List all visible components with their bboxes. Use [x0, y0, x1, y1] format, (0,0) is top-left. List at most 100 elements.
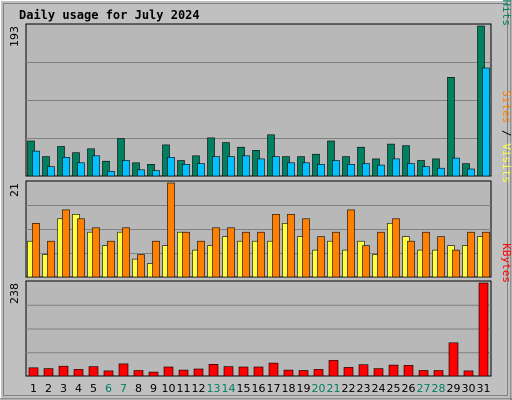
bar-sites-day-15: [242, 231, 250, 278]
bar-kbytes-day-1: [28, 367, 39, 377]
x-tick-label: 27: [417, 382, 431, 395]
bar-sites-day-1: [32, 223, 40, 278]
y-axis-max-label: 238: [8, 283, 21, 304]
bar-kbytes-day-25: [388, 364, 399, 377]
bar-sites-day-26: [407, 240, 415, 278]
bar-kbytes-day-5: [88, 366, 99, 377]
bar-files-day-26: [407, 163, 415, 177]
bar-kbytes-day-11: [178, 369, 189, 377]
bar-files-day-20: [317, 164, 325, 177]
chart-title: Daily usage for July 2024: [19, 8, 200, 22]
bar-kbytes-day-6: [103, 370, 114, 377]
bar-kbytes-day-4: [73, 369, 84, 377]
bar-hits-day-28: [432, 158, 440, 177]
x-tick-label: 26: [402, 382, 416, 395]
bar-sites-day-30: [467, 231, 475, 278]
x-tick-label: 23: [357, 382, 371, 395]
y-axis-max-label: 193: [8, 26, 21, 47]
bar-hits-day-7: [117, 138, 125, 177]
bar-files-day-4: [77, 162, 85, 177]
x-tick-label: 19: [297, 382, 311, 395]
bar-files-day-17: [272, 156, 280, 177]
bar-files-day-27: [422, 166, 430, 177]
bar-kbytes-day-31: [478, 282, 489, 377]
x-tick-label: 24: [372, 382, 386, 395]
panel-1: 193 Pages / Files / Hits: [8, 0, 512, 177]
panel-2: 21 Sites / Visits: [8, 90, 512, 278]
bar-files-day-8: [137, 169, 145, 177]
bar-files-day-31: [482, 67, 490, 177]
bar-sites-day-3: [62, 209, 70, 278]
legend-entry: KBytes: [500, 243, 512, 283]
bar-sites-day-21: [332, 231, 340, 278]
bar-kbytes-day-18: [283, 369, 294, 377]
bar-files-day-18: [287, 162, 295, 177]
bar-files-day-19: [302, 162, 310, 177]
bar-kbytes-day-13: [208, 363, 219, 377]
x-tick-label: 8: [135, 382, 142, 395]
bar-files-day-25: [392, 158, 400, 177]
bar-hits-day-6: [102, 160, 110, 177]
bar-files-day-5: [92, 155, 100, 177]
side-legend: Sites / Visits: [500, 90, 512, 183]
side-legend: KBytes: [500, 243, 512, 283]
bar-hits-day-17: [267, 134, 275, 177]
bar-kbytes-day-21: [328, 360, 339, 377]
bar-hits-day-8: [132, 162, 140, 177]
bar-kbytes-day-27: [418, 370, 429, 377]
x-tick-label: 30: [462, 382, 476, 395]
bar-files-day-10: [167, 157, 175, 177]
bar-kbytes-day-16: [253, 366, 264, 377]
bar-sites-day-14: [227, 227, 235, 278]
panel-3: 238 KBytes: [8, 243, 512, 377]
bar-files-day-29: [452, 157, 460, 177]
bar-hits-day-26: [402, 145, 410, 177]
bar-sites-day-28: [437, 236, 445, 278]
bar-kbytes-day-19: [298, 370, 309, 377]
bar-kbytes-day-9: [148, 371, 159, 377]
bar-hits-day-9: [147, 164, 155, 177]
bar-sites-day-13: [212, 227, 220, 278]
bar-sites-day-18: [287, 214, 295, 278]
bar-files-day-7: [122, 160, 130, 177]
bar-kbytes-day-8: [133, 370, 144, 377]
x-tick-label: 2: [45, 382, 52, 395]
x-tick-label: 22: [342, 382, 356, 395]
bar-kbytes-day-26: [403, 365, 414, 377]
bar-kbytes-day-12: [193, 368, 204, 377]
x-tick-label: 16: [252, 382, 266, 395]
x-axis: 1 2 3 4 5 6 7 8 9 10 11 12 13 14 15 16 17 18 19 20 21 22 23 24 2…: [30, 382, 491, 395]
bar-files-day-9: [152, 170, 160, 177]
side-legend: Pages / Files / Hits: [500, 0, 512, 26]
bar-hits-day-2: [42, 156, 50, 177]
legend-entry: Hits: [500, 0, 512, 26]
x-tick-label: 6: [105, 382, 112, 395]
bar-sites-day-17: [272, 214, 280, 278]
x-tick-label: 20: [312, 382, 326, 395]
x-tick-label: 9: [150, 382, 157, 395]
bar-files-day-6: [107, 171, 115, 177]
bar-kbytes-day-10: [163, 366, 174, 377]
x-tick-label: 5: [90, 382, 97, 395]
x-tick-label: 14: [222, 382, 236, 395]
bar-hits-day-21: [327, 140, 335, 177]
x-tick-label: 21: [327, 382, 341, 395]
bar-kbytes-day-24: [373, 368, 384, 377]
x-tick-label: 18: [282, 382, 296, 395]
x-tick-label: 3: [60, 382, 67, 395]
bar-files-day-2: [47, 166, 55, 177]
bar-files-day-30: [467, 168, 475, 177]
x-tick-label: 15: [237, 382, 251, 395]
legend-entry: Visits: [500, 143, 512, 183]
bar-kbytes-day-28: [433, 370, 444, 377]
bar-sites-day-8: [137, 254, 145, 278]
bar-kbytes-day-29: [448, 342, 459, 377]
bar-files-day-1: [32, 150, 40, 177]
bar-files-day-3: [62, 157, 70, 177]
bar-files-day-15: [242, 155, 250, 177]
x-tick-label: 11: [177, 382, 191, 395]
bar-files-day-13: [212, 156, 220, 177]
x-tick-label: 4: [75, 382, 82, 395]
bar-sites-day-24: [377, 231, 385, 278]
